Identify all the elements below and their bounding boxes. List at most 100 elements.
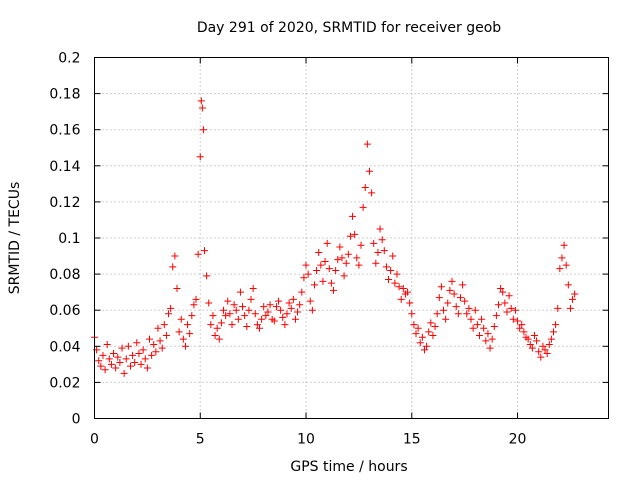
data-point	[361, 183, 369, 191]
data-point	[253, 321, 261, 329]
data-point	[346, 232, 354, 240]
data-point	[116, 359, 124, 367]
data-point	[255, 324, 263, 332]
data-point	[556, 265, 564, 273]
data-point	[283, 310, 291, 318]
y-tick-label: 0.12	[49, 195, 80, 211]
data-point	[133, 339, 141, 347]
data-point	[205, 299, 213, 307]
data-point	[486, 344, 494, 352]
data-point	[315, 248, 323, 256]
data-point	[145, 335, 153, 343]
data-point	[482, 337, 490, 345]
y-axis-label: SRMTID / TECUs	[7, 182, 23, 295]
data-point	[285, 299, 293, 307]
data-point	[296, 301, 304, 309]
data-point	[554, 304, 562, 312]
data-point	[499, 288, 507, 296]
data-point	[95, 357, 103, 365]
data-point	[310, 281, 318, 289]
data-point	[126, 362, 134, 370]
data-point	[234, 315, 242, 323]
y-tick-label: 0.18	[49, 87, 80, 103]
data-point	[399, 285, 407, 293]
data-point	[380, 247, 388, 255]
data-point	[503, 308, 511, 316]
data-point	[99, 351, 107, 359]
data-point	[298, 288, 306, 296]
data-point	[277, 306, 285, 314]
data-point	[139, 346, 147, 354]
data-point	[340, 272, 348, 280]
data-point	[431, 322, 439, 330]
data-point	[156, 337, 164, 345]
data-point	[374, 248, 382, 256]
data-point	[418, 333, 426, 341]
data-point	[382, 263, 390, 271]
data-point	[171, 252, 179, 260]
data-point	[558, 254, 566, 262]
y-tick-label: 0.1	[58, 231, 80, 247]
data-point	[220, 306, 228, 314]
data-point	[338, 254, 346, 262]
data-point	[332, 266, 340, 274]
data-point	[226, 310, 234, 318]
data-point	[317, 261, 325, 269]
data-point	[463, 310, 471, 318]
data-point	[148, 351, 156, 359]
data-point	[547, 335, 555, 343]
x-tick-label: 20	[509, 432, 527, 448]
data-point	[552, 321, 560, 329]
data-point	[101, 366, 109, 374]
data-point	[243, 322, 251, 330]
data-point	[420, 346, 428, 354]
data-point	[124, 342, 132, 350]
data-point	[357, 241, 365, 249]
data-point	[385, 276, 393, 284]
data-point	[429, 331, 437, 339]
data-point	[186, 330, 194, 338]
data-point	[560, 241, 568, 249]
x-tick-labels: 0 5 10 15 20	[90, 432, 526, 448]
chart-title: Day 291 of 2020, SRMTID for receiver geo…	[197, 20, 501, 36]
data-point	[179, 335, 187, 343]
data-point	[518, 321, 526, 329]
data-point	[167, 304, 175, 312]
data-point	[533, 337, 541, 345]
data-point	[232, 306, 240, 314]
y-tick-label: 0.08	[49, 267, 80, 283]
data-point	[423, 342, 431, 350]
x-tick-label: 10	[297, 432, 315, 448]
data-point	[495, 301, 503, 309]
data-point	[389, 252, 397, 260]
data-point	[192, 295, 200, 303]
data-point	[325, 265, 333, 273]
data-point	[395, 283, 403, 291]
data-point	[129, 351, 137, 359]
data-point	[304, 270, 312, 278]
data-point	[363, 140, 371, 148]
y-tick-label: 0	[72, 412, 81, 428]
data-point	[450, 290, 458, 298]
data-point	[137, 360, 145, 368]
data-point	[435, 294, 443, 302]
data-point	[165, 310, 173, 318]
data-point	[306, 297, 314, 305]
data-point	[313, 266, 321, 274]
data-point	[535, 348, 543, 356]
data-point	[353, 254, 361, 262]
data-point	[120, 369, 128, 377]
data-point	[404, 288, 412, 296]
data-point	[196, 153, 204, 161]
data-point	[342, 259, 350, 267]
data-point	[427, 319, 435, 327]
data-point	[550, 328, 558, 336]
data-point	[211, 331, 219, 339]
data-point	[112, 364, 120, 372]
y-tick-label: 0.16	[49, 123, 80, 139]
data-point	[258, 315, 266, 323]
data-point	[97, 362, 105, 370]
grid-lines	[94, 57, 609, 419]
data-point	[300, 274, 308, 282]
